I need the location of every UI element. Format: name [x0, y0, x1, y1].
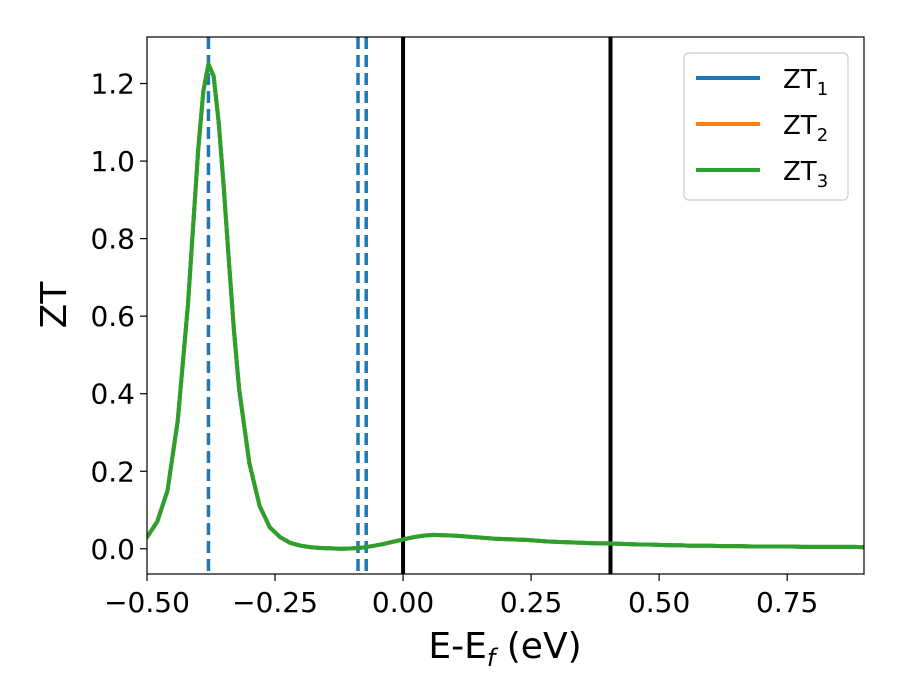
legend: ZT1 ZT2 ZT3: [683, 52, 849, 201]
reference-lines: [206, 37, 613, 574]
x-tick-label: 0.50: [628, 586, 690, 619]
y-tick-label: 0.8: [90, 223, 135, 256]
legend-label-2: ZT2: [783, 111, 828, 146]
legend-label-1: ZT1: [783, 65, 828, 100]
x-tick-label: 0.75: [756, 586, 818, 619]
y-tick-label: 1.2: [90, 68, 135, 101]
x-tick-label: −0.50: [104, 586, 190, 619]
series-line-3: [147, 62, 864, 551]
y-axis: 0.0 0.2 0.4 0.6 0.8 1.0 1.2: [90, 68, 147, 566]
x-axis: −0.50 −0.25 0.00 0.25 0.50 0.75: [104, 574, 818, 619]
legend-label-3: ZT3: [783, 157, 828, 192]
y-tick-label: 0.4: [90, 378, 135, 411]
y-axis-label: ZT: [34, 281, 75, 329]
y-tick-label: 0.0: [90, 533, 135, 566]
y-tick-label: 1.0: [90, 145, 135, 178]
plot-area-frame: [146, 36, 865, 575]
y-tick-label: 0.2: [90, 455, 135, 488]
x-tick-label: 0.25: [500, 586, 562, 619]
x-tick-label: −0.25: [232, 586, 318, 619]
series-lines: [147, 62, 864, 551]
x-tick-label: 0.00: [372, 586, 434, 619]
y-tick-label: 0.6: [90, 300, 135, 333]
legend-frame: [683, 52, 849, 201]
x-axis-label: E-Ef (eV): [428, 626, 581, 672]
